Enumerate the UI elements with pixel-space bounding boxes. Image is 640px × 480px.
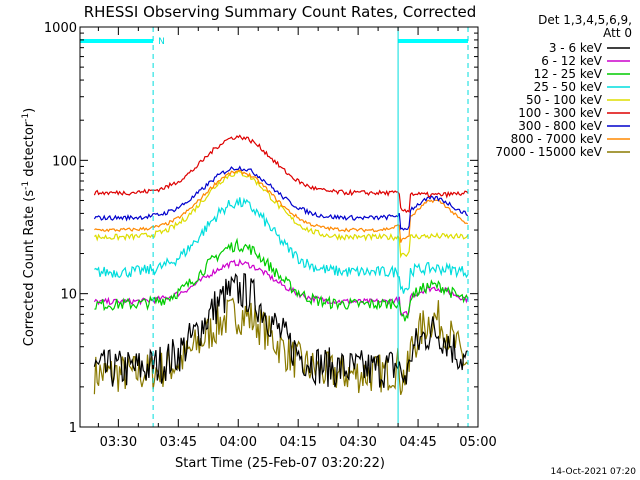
y-tick-label: 100: [52, 154, 77, 169]
legend-label: 12 - 25 keV: [534, 67, 603, 81]
series-line: [94, 169, 469, 259]
legend-label: 800 - 7000 keV: [511, 132, 603, 146]
y-axis-label-part-3: ): [22, 108, 37, 113]
y-axis: 1 10 100 1000: [44, 21, 478, 436]
generation-timestamp: 14-Oct-2021 07:20: [551, 467, 637, 477]
series-line: [94, 237, 469, 322]
y-axis-label: Corrected Count Rate (s-1 detector-1): [21, 108, 37, 346]
legend-header-2: Att 0: [603, 26, 632, 40]
y-axis-label-part-2: detector: [22, 121, 37, 181]
night-marker-label: N: [158, 37, 165, 47]
x-tick-label: 04:15: [279, 435, 316, 450]
y-axis-label-sup-2: -1: [21, 113, 31, 122]
series-line: [94, 197, 469, 294]
legend-label: 25 - 50 keV: [534, 80, 603, 94]
series-line: [93, 165, 469, 231]
legend-label: 7000 - 15000 keV: [495, 145, 602, 159]
series-line: [93, 297, 469, 395]
x-tick-label: 04:30: [339, 435, 376, 450]
series-line: [93, 258, 469, 319]
y-tick-label: 1: [69, 421, 77, 436]
plot-frame: [79, 26, 479, 428]
y-tick-label: 10: [60, 288, 77, 303]
x-tick-label: 03:30: [100, 435, 137, 450]
x-tick-label: 04:45: [399, 435, 436, 450]
series-layer: [93, 134, 469, 395]
y-tick-label: 1000: [44, 21, 77, 36]
legend-label: 100 - 300 keV: [518, 106, 602, 120]
series-line: [93, 134, 469, 214]
series-line: [94, 169, 469, 243]
legend-label: 6 - 12 keV: [541, 54, 603, 68]
legend-header-1: Det 1,3,4,5,6,9,: [538, 13, 632, 27]
chart-title: RHESSI Observing Summary Count Rates, Co…: [84, 3, 477, 21]
legend-label: 3 - 6 keV: [549, 41, 603, 55]
x-axis-label: Start Time (25-Feb-07 03:20:22): [175, 456, 385, 471]
legend-label: 300 - 800 keV: [518, 119, 602, 133]
x-tick-label: 04:00: [220, 435, 257, 450]
legend-label: 50 - 100 keV: [526, 93, 603, 107]
y-axis-label-part-1: Corrected Count Rate (s: [22, 190, 37, 347]
x-axis: 03:30 03:45 04:00 04:15 04:30 04:45 05:00: [97, 27, 497, 450]
series-line: [93, 273, 468, 389]
y-axis-label-sup-1: -1: [21, 181, 31, 190]
x-tick-label: 03:45: [160, 435, 197, 450]
x-tick-label: 05:00: [459, 435, 496, 450]
